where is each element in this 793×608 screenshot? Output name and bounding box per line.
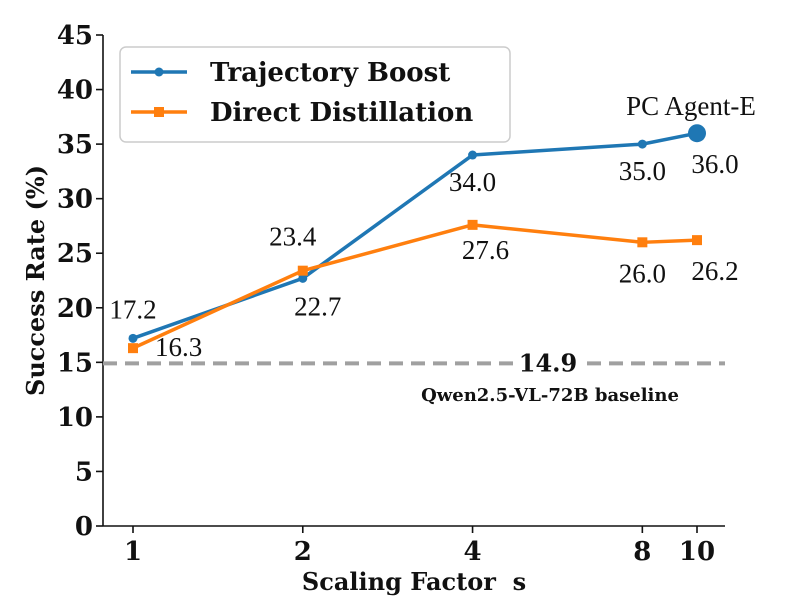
trajectory-boost-point (128, 333, 138, 343)
trajectory-boost-point (637, 139, 647, 149)
baseline-label: Qwen2.5-VL-72B baseline (421, 385, 679, 406)
data-label-trajectory-boost: 34.0 (449, 167, 496, 197)
trajectory-boost-point (468, 150, 478, 160)
x-tick-label: 1 (124, 537, 142, 567)
y-tick-label: 10 (57, 403, 93, 433)
data-labels-group: 17.2 22.7 34.0 35.0 36.0 16.3 23.4 27.6 26.0 26.2… (109, 91, 756, 362)
baseline-group: 14.9 Qwen2.5-VL-72B baseline (103, 348, 725, 406)
pc-agent-e-annotation: PC Agent-E (626, 91, 756, 121)
x-tick-label: 10 (679, 537, 715, 567)
legend-marker-circle (154, 67, 164, 77)
y-tick-label: 45 (57, 21, 93, 51)
data-label-trajectory-boost: 22.7 (294, 291, 341, 321)
data-label-direct-distillation: 26.2 (691, 256, 738, 286)
y-tick-label: 40 (57, 76, 93, 106)
data-label-direct-distillation: 16.3 (155, 332, 202, 362)
data-label-direct-distillation: 27.6 (462, 235, 509, 265)
series-line-0 (132, 131, 698, 340)
data-label-trajectory-boost: 36.0 (691, 149, 738, 179)
data-label-trajectory-boost: 17.2 (109, 294, 156, 324)
y-tick-label: 15 (57, 348, 93, 378)
trajectory-boost-point (688, 124, 706, 143)
direct-distillation-point (128, 343, 138, 354)
data-label-trajectory-boost: 35.0 (619, 156, 666, 186)
x-axis-title: Scaling Factor s (302, 567, 526, 596)
x-tick-label: 8 (633, 537, 651, 567)
series-line-1 (132, 223, 698, 350)
data-label-direct-distillation: 26.0 (619, 258, 666, 288)
y-tick-label: 20 (57, 294, 93, 324)
data-label-direct-distillation: 23.4 (269, 222, 317, 252)
legend-marker-square (154, 107, 164, 117)
x-tick-label: 4 (464, 537, 482, 567)
y-axis-title: Success Rate (%) (21, 165, 50, 396)
direct-distillation-point (692, 235, 702, 246)
direct-distillation-point (637, 237, 648, 248)
direct-distillation-point (297, 265, 308, 276)
legend-box (119, 46, 511, 143)
y-tick-label: 30 (57, 185, 93, 215)
y-tick-label: 0 (75, 512, 93, 542)
direct-distillation-point (467, 219, 478, 230)
legend-label: Direct Distillation (210, 98, 473, 128)
y-tick-label: 5 (75, 457, 93, 487)
baseline-value-label: 14.9 (519, 348, 577, 377)
y-tick-label: 25 (57, 239, 93, 269)
y-tick-label: 35 (57, 130, 93, 160)
trajectory-boost-point (298, 273, 308, 283)
x-tick-label: 2 (294, 537, 312, 567)
baseline-value-background (517, 350, 579, 377)
series-group (128, 124, 706, 354)
axes: 0 5 10 15 20 25 30 35 40 45 1 2 4 8 10 Scaling Factor s… (21, 21, 725, 596)
legend-label: Trajectory Boost (210, 58, 450, 88)
legend: Trajectory Boost Direct Distillation (119, 46, 511, 143)
